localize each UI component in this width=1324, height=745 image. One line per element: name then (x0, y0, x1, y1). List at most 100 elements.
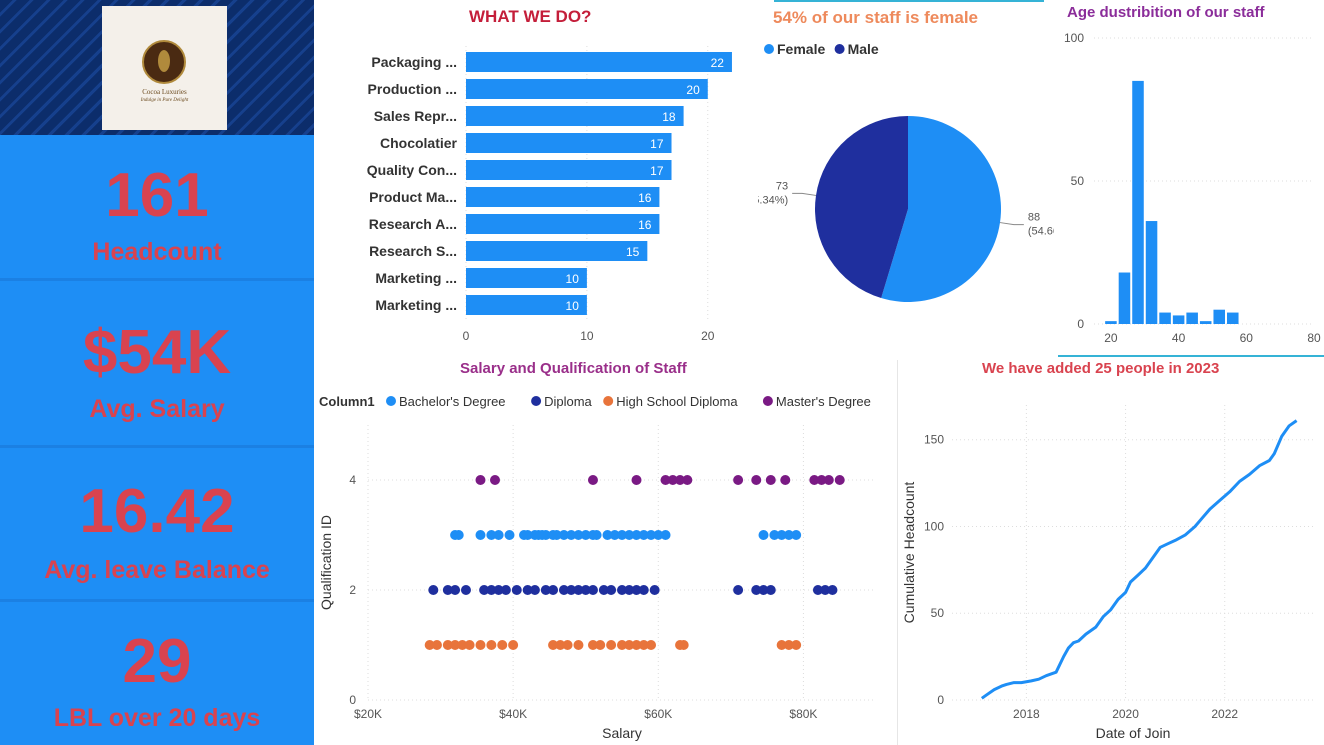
scatter-point (638, 585, 649, 595)
slice-value-label: 73 (776, 180, 788, 192)
legend-marker (603, 396, 614, 406)
legend-label: Male (848, 41, 879, 57)
data-label: 10 (566, 272, 580, 286)
x-tick-label: 40 (1172, 331, 1186, 345)
headcount-value: 161 (105, 161, 209, 230)
avg-leave-label: Avg. leave Balance (44, 556, 270, 584)
scatter-point (450, 640, 461, 650)
scatter-point (457, 640, 468, 650)
category-label: Research A... (369, 216, 457, 232)
pie-slice (815, 116, 908, 299)
brand-logo: Cocoa Luxuries Indulge in Pure Delight (102, 6, 227, 130)
legend-marker (386, 396, 396, 406)
slice-value-label: 88 (1028, 212, 1040, 224)
scatter-point (609, 530, 620, 540)
scatter-point (624, 640, 635, 650)
pie-chart-title: 54% of our staff is female (773, 8, 979, 27)
scatter-point (606, 640, 617, 650)
scatter-point (540, 585, 551, 595)
x-axis-label: Date of Join (1096, 725, 1171, 741)
category-label: Packaging ... (371, 54, 457, 70)
histogram-bar (1118, 272, 1131, 324)
scatter-point (566, 585, 577, 595)
legend-title: Column1 (319, 394, 375, 409)
scatter-point (522, 530, 533, 540)
legend-label: Master's Degree (776, 394, 871, 409)
y-tick-label: 50 (1071, 174, 1085, 188)
scatter-point (783, 530, 794, 540)
scatter-point (493, 530, 504, 540)
scatter-point (475, 475, 486, 485)
y-tick-label: 100 (1064, 31, 1084, 45)
scatter-point (617, 640, 627, 650)
x-tick-label: $60K (644, 707, 672, 721)
scatter-point (682, 475, 693, 485)
scatter-point (769, 530, 780, 540)
histogram-bar (1213, 309, 1225, 324)
category-label: Product Ma... (369, 189, 457, 205)
bar (466, 268, 587, 288)
legend-marker (834, 44, 845, 54)
scatter-point (816, 475, 827, 485)
scatter-point (580, 585, 591, 595)
scatter-point (598, 585, 609, 595)
logo-banner: Cocoa Luxuries Indulge in Pure Delight (0, 0, 314, 135)
x-tick-label: $20K (354, 707, 382, 721)
x-tick-label: 20 (1104, 331, 1118, 345)
y-axis-label: Cumulative Headcount (901, 482, 917, 624)
scatter-point (573, 585, 584, 595)
x-tick-label: 2022 (1211, 707, 1238, 721)
category-label: Production ... (368, 81, 457, 97)
x-tick-label: 10 (580, 329, 594, 343)
scatter-point (442, 585, 453, 595)
scatter-point (497, 640, 508, 650)
bar (466, 160, 672, 180)
scatter-point (555, 640, 566, 650)
legend-label: Female (777, 41, 825, 57)
scatter-point (500, 585, 511, 595)
cumulative-headcount-line: 0 50 100 150 2018 2020 2022 Date of Join Cumulat… (901, 405, 1314, 741)
scatter-point (522, 585, 533, 595)
scatter-point (812, 585, 823, 595)
headcount-label: Headcount (92, 238, 222, 266)
scatter-point (631, 585, 642, 595)
scatter-point (834, 475, 845, 485)
y-tick-label: 0 (937, 693, 944, 707)
scatter-point (631, 475, 642, 485)
histogram-bar (1159, 312, 1171, 324)
scatter-point (548, 585, 559, 595)
scatter-point (493, 585, 504, 595)
panel-divider (897, 360, 898, 745)
y-tick-label: 2 (349, 583, 356, 597)
scatter-point (573, 640, 584, 650)
pie-slice (881, 116, 1002, 302)
y-tick-label: 100 (924, 519, 944, 533)
scatter-point (504, 530, 515, 540)
bar (466, 79, 708, 99)
scatter-point (776, 640, 787, 650)
scatter-point (631, 530, 642, 540)
scatter-point (646, 640, 657, 650)
scatter-point (562, 640, 573, 650)
scatter-point (486, 585, 497, 595)
histogram-bar (1199, 321, 1212, 324)
kpi-sidebar: Cocoa Luxuries Indulge in Pure Delight 1… (0, 0, 314, 745)
category-label: Marketing ... (375, 297, 457, 313)
scatter-point (602, 530, 613, 540)
scatter-point (780, 475, 791, 485)
x-tick-label: 0 (463, 329, 470, 343)
kpi-divider (0, 599, 314, 602)
scatter-point (511, 585, 522, 595)
scatter-point (660, 475, 671, 485)
scatter-point (551, 530, 562, 540)
scatter-point (486, 640, 497, 650)
kpi-divider (0, 445, 314, 448)
scatter-point (587, 585, 598, 595)
x-tick-label: $80K (789, 707, 817, 721)
scatter-point (809, 475, 820, 485)
legend-marker (762, 396, 773, 406)
scatter-point (475, 530, 486, 540)
scatter-point (617, 585, 627, 595)
histogram-bar (1145, 221, 1158, 324)
scatter-point (653, 530, 664, 540)
